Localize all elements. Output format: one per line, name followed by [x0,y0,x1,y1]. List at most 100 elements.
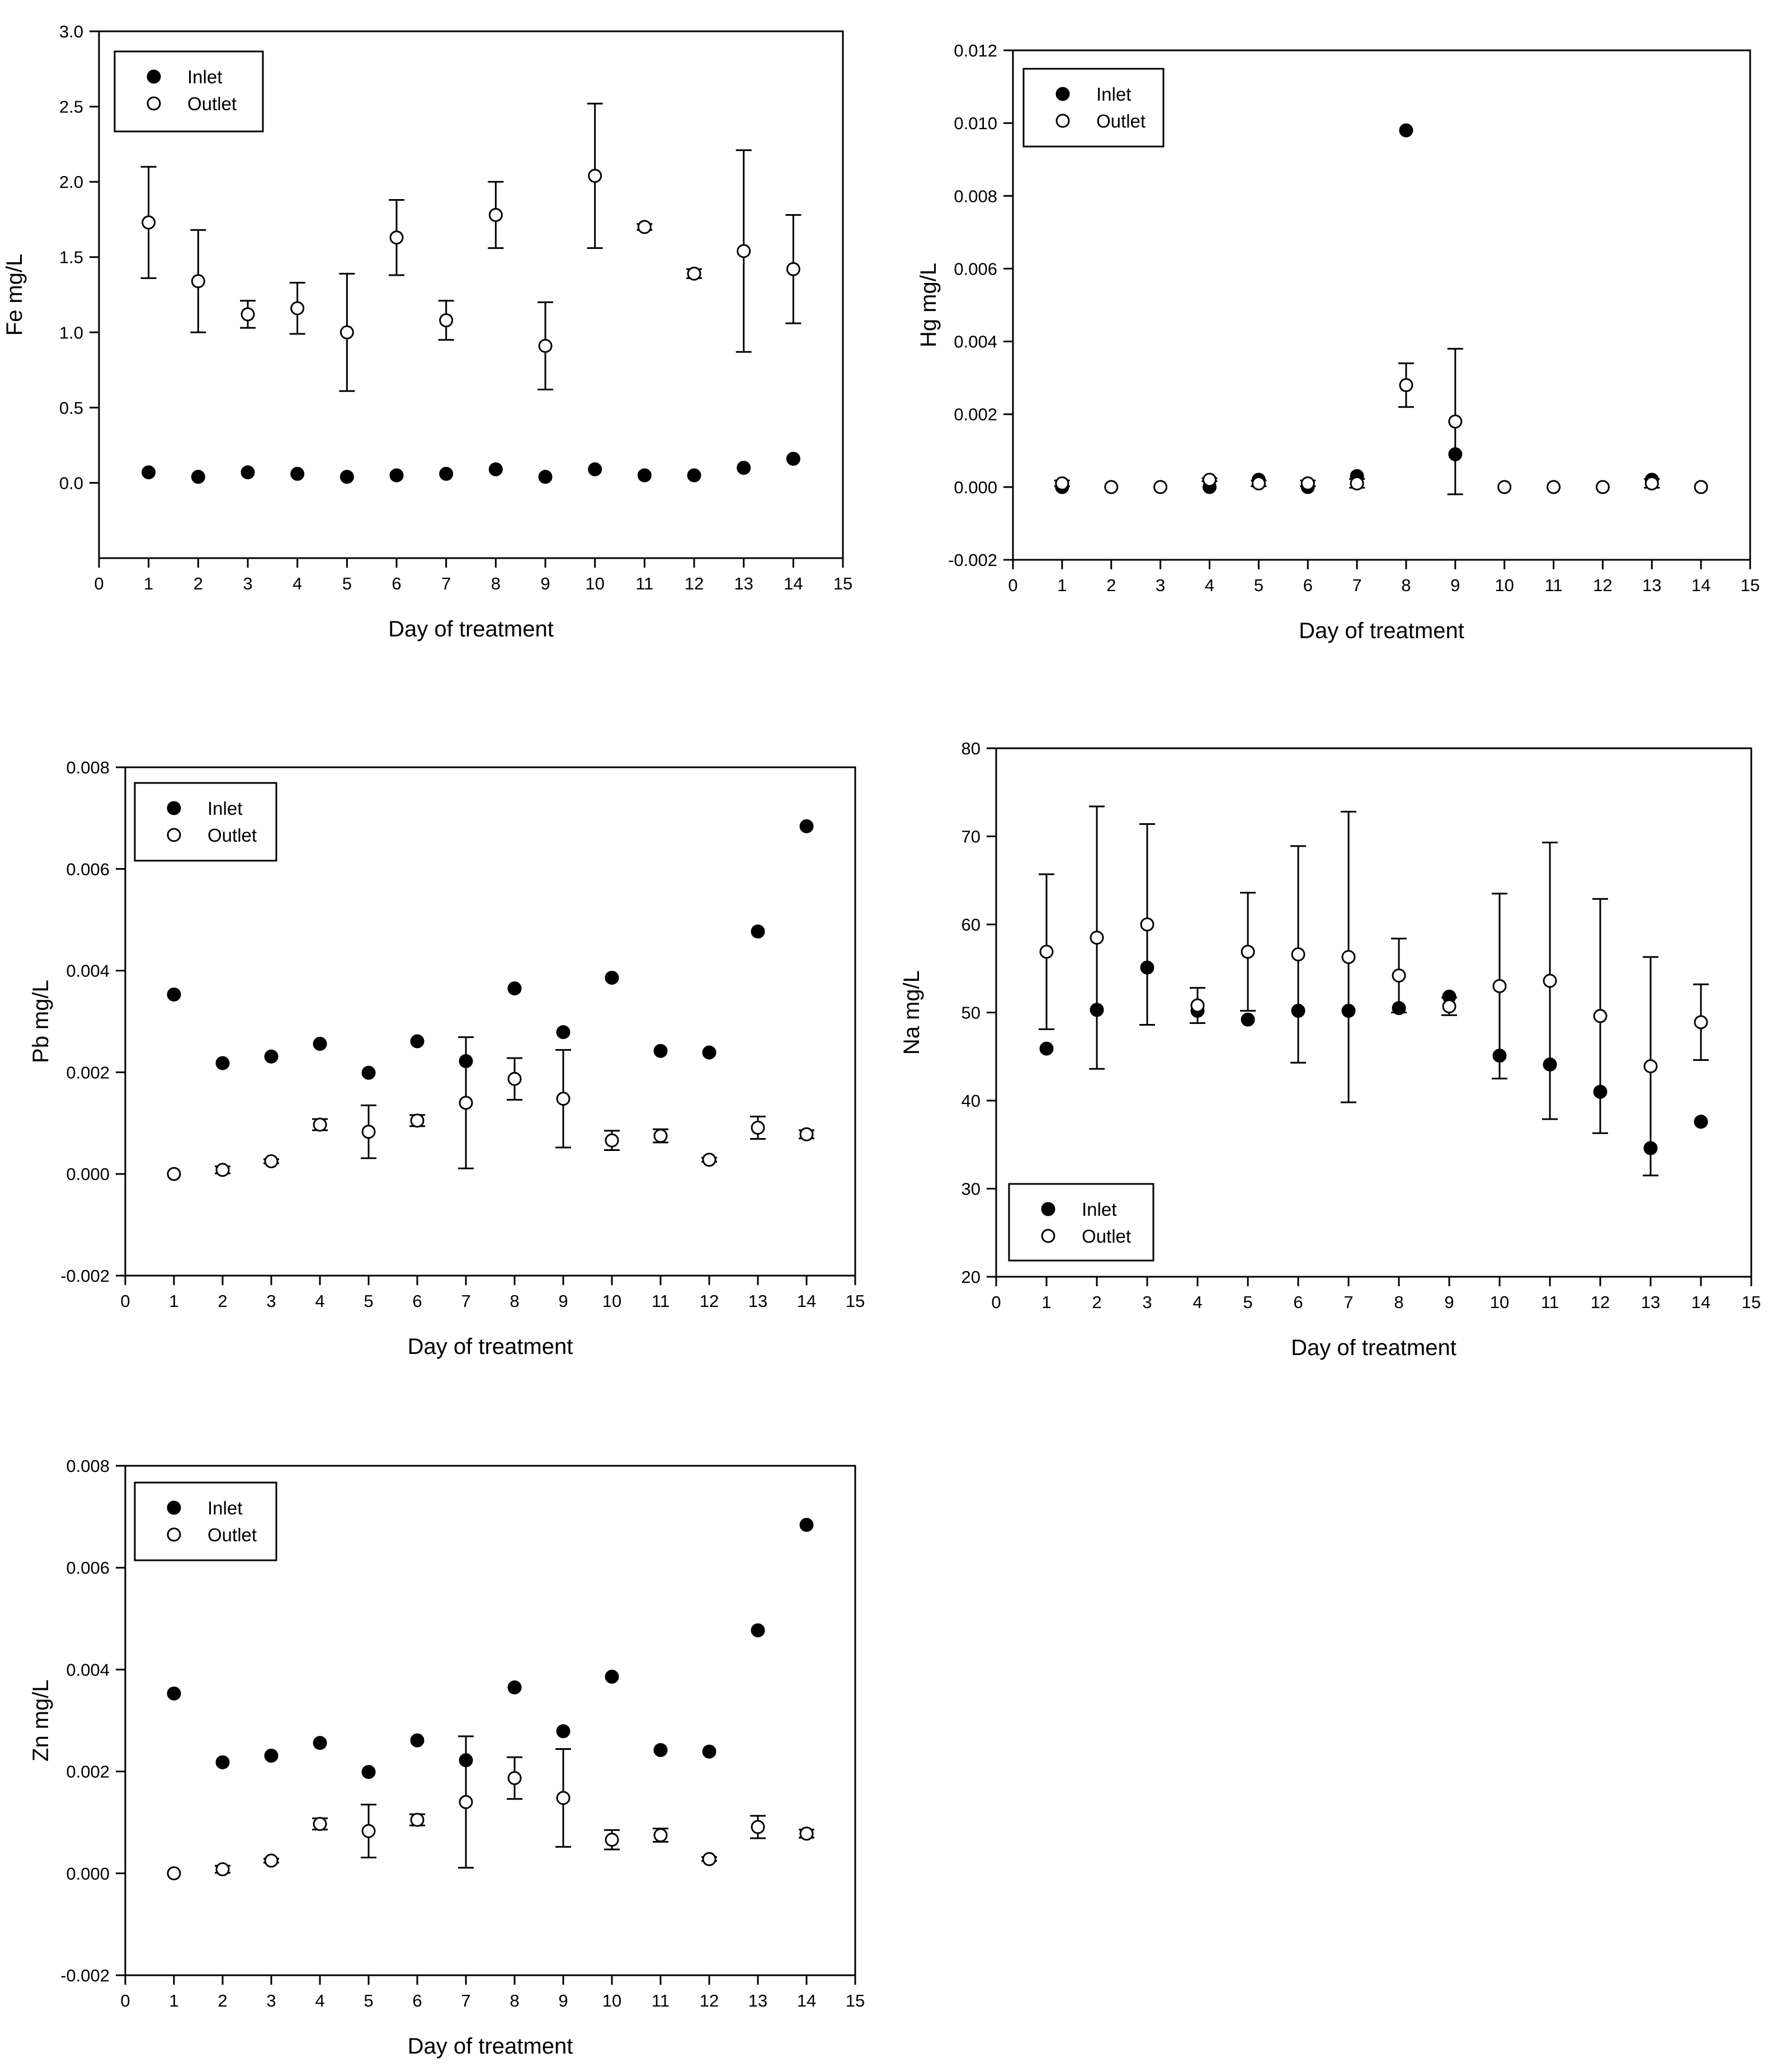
outlet-point [702,1852,717,1866]
x-tick-label: 10 [602,1991,621,2010]
x-tick-label: 6 [412,1291,422,1311]
x-tick-label: 6 [392,574,401,593]
y-axis-title: Hg mg/L [916,263,941,347]
x-tick-label: 7 [441,574,451,593]
y-tick-label: 0.000 [954,478,997,497]
legend-label-inlet: Inlet [1082,1199,1116,1220]
series-outlet [1039,805,1709,1177]
legend-marker-outlet [167,1527,181,1542]
outlet-point [556,1791,571,1805]
y-tick-label: 70 [961,827,981,847]
outlet-point [1241,945,1255,959]
inlet-point [241,465,255,480]
x-tick-label: 12 [1593,575,1612,595]
inlet-point [1399,123,1413,138]
outlet-point [241,307,255,322]
legend: Inlet Outlet [1008,1183,1154,1262]
inlet-point [215,1755,230,1769]
x-tick-label: 5 [342,574,352,593]
series-outlet [140,102,802,392]
x-tick-label: 4 [315,1991,324,2010]
x-tick-label: 3 [243,574,252,593]
series-outlet [167,1036,814,1181]
outlet-point [1643,1059,1658,1074]
x-tick-label: 14 [797,1991,816,2010]
y-tick-label: 80 [961,739,981,758]
outlet-point [313,1117,327,1132]
inlet-point [488,462,503,476]
inlet-point [1039,1041,1054,1056]
x-tick-label: 14 [1691,1292,1710,1312]
x-tick-label: 7 [1352,575,1361,595]
chart-panel-zn: 0 1 2 3 4 5 6 7 8 9 10 11 12 13 14 15-0.0020.0000.0020.… [29,1456,865,2059]
outlet-point [507,1072,522,1086]
x-tick-label: 13 [748,1991,767,2010]
legend-box [134,1481,277,1561]
inlet-point [191,470,205,484]
y-tick-label: 2.5 [59,97,83,117]
outlet-point [1543,974,1557,988]
inlet-point [605,1669,619,1684]
y-tick-label: -0.002 [60,1266,110,1286]
legend-label-outlet: Outlet [1082,1226,1131,1247]
inlet-point [538,470,553,484]
legend-box [1022,68,1165,148]
outlet-point [1341,950,1356,964]
outlet-point [751,1120,765,1135]
x-tick-label: 5 [364,1291,373,1311]
legend: Inlet Outlet [1022,68,1165,148]
x-tick-label: 3 [266,1291,276,1311]
x-tick-label: 3 [266,1991,276,2010]
outlet-point [1039,945,1054,959]
outlet-point [142,215,156,230]
inlet-point [167,987,181,1002]
x-tick-label: 12 [700,1291,719,1311]
inlet-point [605,970,619,985]
chart-panel-fe: 0 1 2 3 4 5 6 7 8 9 10 11 12 13 14 150.00.51.01.52.02.5… [2,22,852,641]
x-tick-label: 9 [1444,1292,1454,1312]
outlet-point [1140,917,1154,932]
outlet-point [1153,480,1168,494]
legend-marker-outlet [1055,114,1070,128]
y-tick-label: 0.002 [954,405,997,424]
x-tick-label: 11 [1541,1292,1559,1312]
series-inlet [1039,960,1708,1155]
x-tick-label: 10 [602,1291,621,1311]
inlet-point [340,470,354,484]
y-tick-label: 0.008 [66,1456,110,1476]
outlet-point [1492,979,1507,993]
x-tick-label: 11 [1544,575,1562,595]
x-tick-label: 1 [169,1291,178,1311]
inlet-point [439,466,454,481]
inlet-point [799,819,814,833]
legend-label-outlet: Outlet [208,1524,257,1545]
y-tick-label: 1.0 [59,323,83,342]
outlet-point [653,1828,668,1842]
x-axis-title: Day of treatment [408,2034,573,2059]
y-tick-label: 0.008 [66,758,110,777]
outlet-point [1547,480,1561,494]
chart-panel-na: 0 1 2 3 4 5 6 7 8 9 10 11 12 13 14 1520304050607080Day … [899,739,1761,1360]
x-tick-label: 4 [293,574,302,593]
x-tick-label: 2 [194,574,203,593]
y-tick-label: 2.0 [59,172,83,192]
outlet-point [361,1125,376,1139]
x-tick-label: 7 [461,1991,470,2010]
legend-box [134,782,277,862]
x-tick-label: 0 [120,1991,130,2010]
y-tick-label: 0.006 [66,860,110,879]
inlet-point [556,1025,571,1040]
inlet-point [507,981,522,995]
inlet-point [264,1049,279,1064]
series-inlet [142,451,800,484]
legend-box [1008,1183,1154,1262]
x-tick-label: 0 [991,1292,1001,1312]
outlet-point [653,1129,668,1143]
y-tick-label: 40 [961,1091,981,1111]
x-tick-label: 12 [700,1991,719,2010]
legend-label-outlet: Outlet [1096,111,1146,131]
x-tick-label: 12 [1591,1292,1610,1312]
outlet-point [1694,1015,1708,1030]
x-axis-title: Day of treatment [1299,619,1464,643]
x-tick-label: 15 [846,1991,865,2010]
